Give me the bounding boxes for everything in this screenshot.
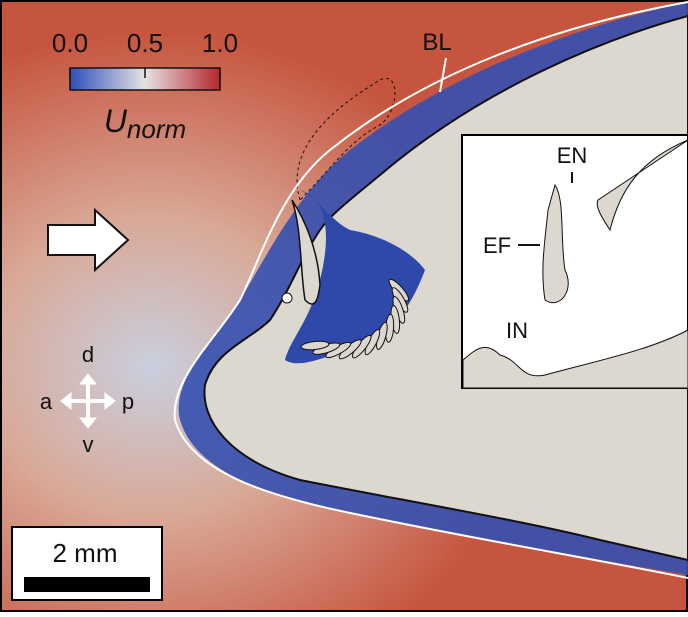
scale-label: 2 mm: [53, 538, 118, 568]
compass-a: a: [40, 389, 53, 414]
compass-v: v: [83, 432, 94, 457]
inset-in: IN: [506, 318, 528, 343]
compass-p: p: [122, 389, 134, 414]
colorbar-tick-label: 0.5: [127, 28, 163, 58]
figure: BL EN EF IN 0.0 0.5 1.0 Unorm d a p v 2 mm: [0, 0, 688, 612]
compass-d: d: [82, 342, 94, 367]
colorbar-tick-label: 0.0: [52, 28, 88, 58]
inset-ef: EF: [483, 233, 511, 258]
inset-en: EN: [557, 143, 588, 168]
label-sub: norm: [127, 114, 186, 144]
page: {"colorbar": {"clim": [0, 1], "ticks": […: [0, 0, 688, 612]
bl-label: BL: [422, 29, 451, 56]
marker: [282, 293, 292, 303]
scale-bar: [24, 577, 150, 592]
colorbar-tick-label: 1.0: [202, 28, 238, 58]
label-main: U: [104, 103, 128, 139]
